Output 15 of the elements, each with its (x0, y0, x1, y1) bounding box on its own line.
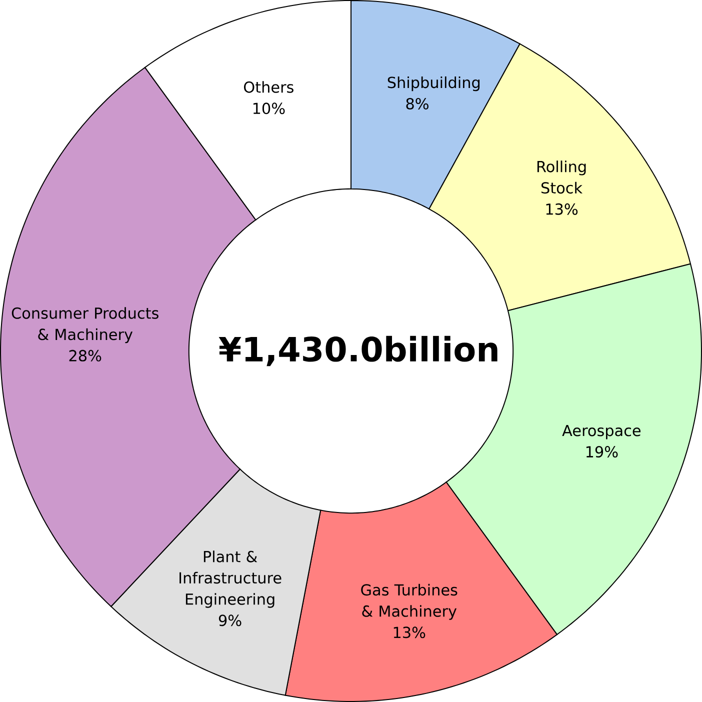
data-label: 9% (218, 614, 242, 626)
text: ¥1,430.0billion (218, 336, 498, 366)
slice-label: Gas Turbines & Machinery (361, 584, 458, 620)
slice-label: Consumer Products & Machinery (12, 307, 158, 344)
slice-label: Plant & Infrastructure Engineering (180, 550, 282, 608)
slice-label: Shipbuilding (388, 76, 480, 92)
data-label: 19% (586, 446, 618, 458)
slice-label: Rolling Stock (537, 160, 586, 194)
slice-label: Others (244, 81, 294, 93)
data-label: 10% (253, 102, 285, 114)
data-label: 8% (406, 98, 428, 110)
slice-label: Aerospace (562, 424, 640, 440)
data-label: 28% (69, 350, 102, 362)
data-label: 13% (394, 626, 426, 638)
data-label: 13% (546, 203, 578, 215)
